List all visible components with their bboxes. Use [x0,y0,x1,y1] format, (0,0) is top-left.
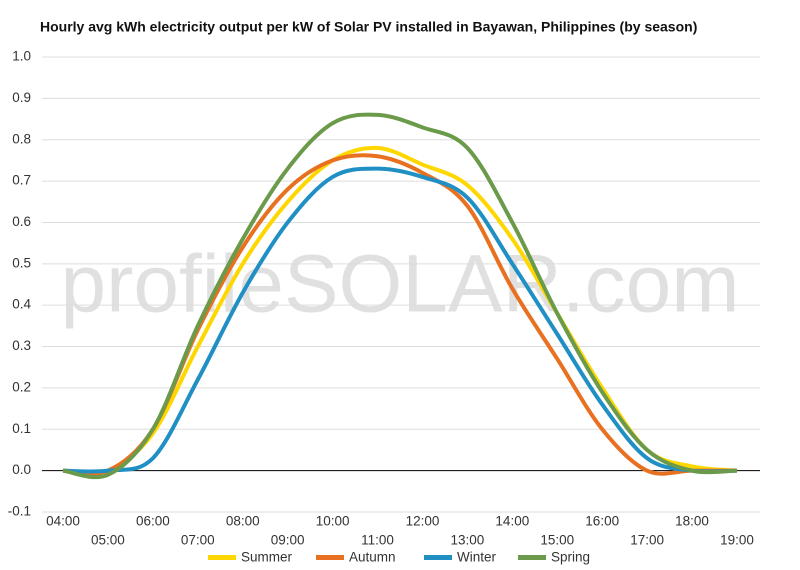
x-tick-label: 14:00 [495,514,529,529]
legend-swatch [424,555,452,560]
x-tick-label: 13:00 [451,533,485,548]
watermark: profileSOLAR.com [60,239,739,330]
x-tick-label: 15:00 [540,533,574,548]
x-tick-label: 11:00 [361,533,394,548]
x-tick-label: 09:00 [271,533,305,548]
series-line [62,112,738,480]
x-tick-label: 10:00 [316,514,350,529]
legend-label: Winter [457,550,497,565]
legend-swatch [316,555,344,560]
x-tick-label: 18:00 [675,514,709,529]
y-tick-label: 1.0 [12,49,31,64]
y-tick-label: 0.3 [12,338,31,353]
y-tick-label: -0.1 [8,504,31,519]
x-tick-label: 19:00 [720,533,754,548]
chart-title: Hourly avg kWh electricity output per kW… [40,19,697,35]
x-tick-label: 16:00 [585,514,619,529]
y-tick-label: 0.1 [12,421,31,436]
x-tick-label: 07:00 [181,533,215,548]
x-tick-label: 06:00 [136,514,170,529]
x-tick-label: 04:00 [46,514,80,529]
series-line [62,166,738,474]
y-tick-label: 0.5 [12,255,31,270]
y-tick-label: 0.4 [12,297,31,312]
x-tick-label: 12:00 [406,514,440,529]
y-tick-label: 0.2 [12,379,31,394]
legend-label: Spring [551,550,590,565]
y-tick-label: 0.0 [12,462,31,477]
y-tick-label: 0.7 [12,173,31,188]
y-tick-label: 0.9 [12,90,31,105]
legend-swatch [208,555,236,560]
x-tick-label: 05:00 [91,533,125,548]
x-tick-label: 17:00 [630,533,664,548]
y-tick-label: 0.8 [12,131,31,146]
y-tick-label: 0.6 [12,214,31,229]
legend-label: Autumn [349,550,396,565]
x-tick-label: 08:00 [226,514,260,529]
legend-swatch [518,555,546,560]
legend-label: Summer [241,550,293,565]
